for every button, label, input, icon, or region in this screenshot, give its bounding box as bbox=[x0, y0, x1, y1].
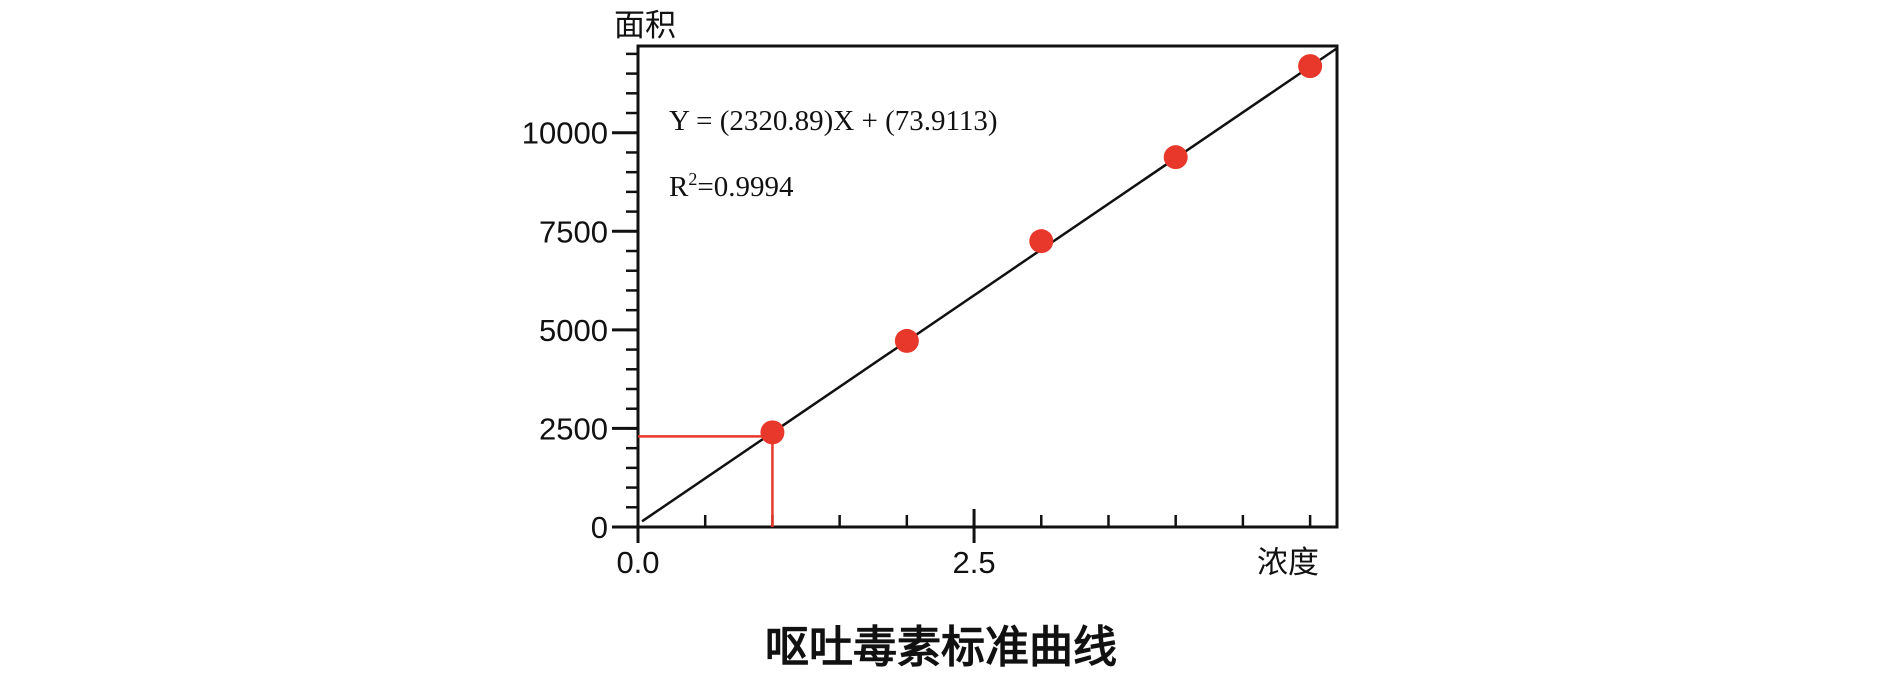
y-tick-label: 2500 bbox=[539, 411, 608, 446]
fit-line-group bbox=[641, 47, 1338, 523]
r-squared-prefix: R bbox=[669, 171, 689, 203]
data-point bbox=[1163, 145, 1188, 170]
fit-equation: Y = (2320.89)X + (73.9113) bbox=[669, 105, 998, 137]
data-points-group bbox=[760, 54, 1323, 445]
y-tick-label: 0 bbox=[591, 510, 608, 545]
plot-border bbox=[636, 44, 1339, 529]
data-point bbox=[1298, 54, 1323, 79]
chart-title: 呕吐毒素标准曲线 bbox=[765, 622, 1117, 673]
y-axis-title: 面积 bbox=[614, 8, 676, 44]
y-tick-label: 10000 bbox=[522, 116, 608, 151]
data-point bbox=[894, 328, 919, 353]
tick-labels-group: 0 2500 5000 7500 10000 0.0 2.5 bbox=[522, 116, 996, 580]
reference-lines-group bbox=[638, 435, 774, 527]
plot-frame-group bbox=[636, 44, 1339, 529]
y-tick-label: 7500 bbox=[539, 214, 608, 249]
r-squared-label: R2=0.9994 bbox=[669, 169, 794, 203]
x-tick-label: 0.0 bbox=[616, 545, 659, 580]
data-point bbox=[1029, 229, 1054, 254]
y-tick-label: 5000 bbox=[539, 313, 608, 348]
x-axis-title: 浓度 bbox=[1257, 545, 1319, 581]
r-squared-value: =0.9994 bbox=[697, 171, 794, 203]
x-tick-label: 2.5 bbox=[953, 545, 996, 580]
axis-ticks-group bbox=[612, 52, 1312, 543]
r-squared-superscript: 2 bbox=[688, 169, 697, 189]
data-point bbox=[760, 420, 785, 445]
fit-line bbox=[641, 47, 1338, 523]
